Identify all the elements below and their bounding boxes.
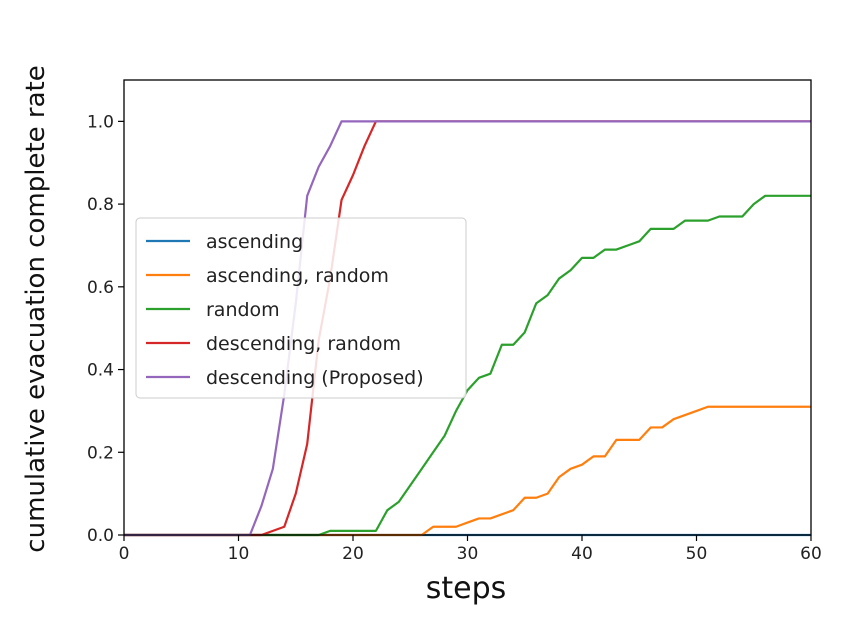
x-tick-label: 30 bbox=[457, 544, 479, 564]
ticks: 0 10 20 30 40 50 60 0.0 0.2 0.4 0.6 0.8 1.0 bbox=[87, 112, 822, 564]
y-tick-label: 0.4 bbox=[87, 361, 114, 381]
x-tick-label: 0 bbox=[119, 544, 130, 564]
y-tick-label: 0.8 bbox=[87, 195, 114, 215]
y-axis-label: cumulative evacuation complete rate bbox=[21, 65, 51, 552]
legend: ascending ascending, random random descendi… bbox=[135, 217, 467, 399]
series-line-1 bbox=[124, 405, 811, 537]
x-axis-label: steps bbox=[426, 571, 507, 606]
y-tick-label: 1.0 bbox=[87, 112, 114, 132]
y-tick-label: 0.2 bbox=[87, 443, 114, 463]
x-tick-label: 60 bbox=[800, 544, 822, 564]
x-tick-label: 10 bbox=[228, 544, 250, 564]
legend-label-2: random bbox=[206, 299, 280, 321]
x-tick-label: 50 bbox=[686, 544, 708, 564]
legend-label-4: descending (Proposed) bbox=[206, 367, 424, 389]
legend-label-1: ascending, random bbox=[206, 265, 389, 287]
series-line-2 bbox=[124, 194, 811, 537]
y-tick-label: 0.6 bbox=[87, 278, 114, 298]
y-tick-label: 0.0 bbox=[87, 526, 114, 546]
legend-box bbox=[135, 217, 467, 399]
legend-label-0: ascending bbox=[206, 231, 303, 253]
legend-label-3: descending, random bbox=[206, 333, 401, 355]
x-tick-label: 40 bbox=[571, 544, 593, 564]
x-tick-label: 20 bbox=[342, 544, 364, 564]
